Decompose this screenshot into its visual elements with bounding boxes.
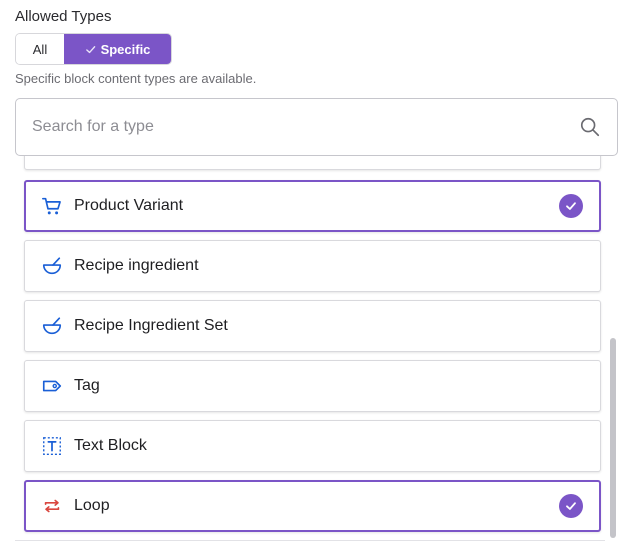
type-item-label: Recipe Ingredient Set (74, 317, 228, 334)
bowl-icon (41, 315, 63, 337)
type-item-product-variant[interactable]: Product Variant (24, 180, 601, 232)
type-item-recipe-ingredient[interactable]: Recipe ingredient (24, 240, 601, 292)
allowed-types-toggle: All Specific (15, 33, 172, 65)
search-icon[interactable] (579, 116, 601, 138)
list-item[interactable] (24, 156, 601, 170)
scrollbar-thumb[interactable] (610, 338, 616, 538)
search-input[interactable] (32, 118, 579, 136)
list-divider (15, 540, 605, 541)
cart-icon (41, 195, 63, 217)
text-block-icon (41, 435, 63, 457)
type-item-label: Loop (74, 497, 110, 514)
selected-check-icon (559, 194, 583, 218)
option-specific-label: Specific (100, 41, 151, 57)
type-item-tag[interactable]: Tag (24, 360, 601, 412)
option-specific-button[interactable]: Specific (64, 34, 171, 64)
search-box (15, 98, 618, 156)
option-all-label: All (32, 41, 48, 57)
type-item-label: Text Block (74, 437, 147, 454)
type-item-label: Tag (74, 377, 100, 394)
type-item-loop[interactable]: Loop (24, 480, 601, 532)
loop-icon (41, 495, 63, 517)
checkmark-icon (85, 45, 95, 53)
selected-check-icon (559, 494, 583, 518)
type-item-recipe-ingredient-set[interactable]: Recipe Ingredient Set (24, 300, 601, 352)
tag-icon (41, 375, 63, 397)
scrollbar[interactable] (607, 156, 618, 541)
option-all-button[interactable]: All (16, 34, 64, 64)
allowed-types-label: Allowed Types (15, 8, 112, 25)
type-item-label: Recipe ingredient (74, 257, 199, 274)
type-list[interactable]: Product Variant Recipe ingredient Recipe… (15, 156, 618, 541)
type-item-text-block[interactable]: Text Block (24, 420, 601, 472)
bowl-icon (41, 255, 63, 277)
helper-text: Specific block content types are availab… (15, 71, 257, 86)
type-item-label: Product Variant (74, 197, 184, 214)
